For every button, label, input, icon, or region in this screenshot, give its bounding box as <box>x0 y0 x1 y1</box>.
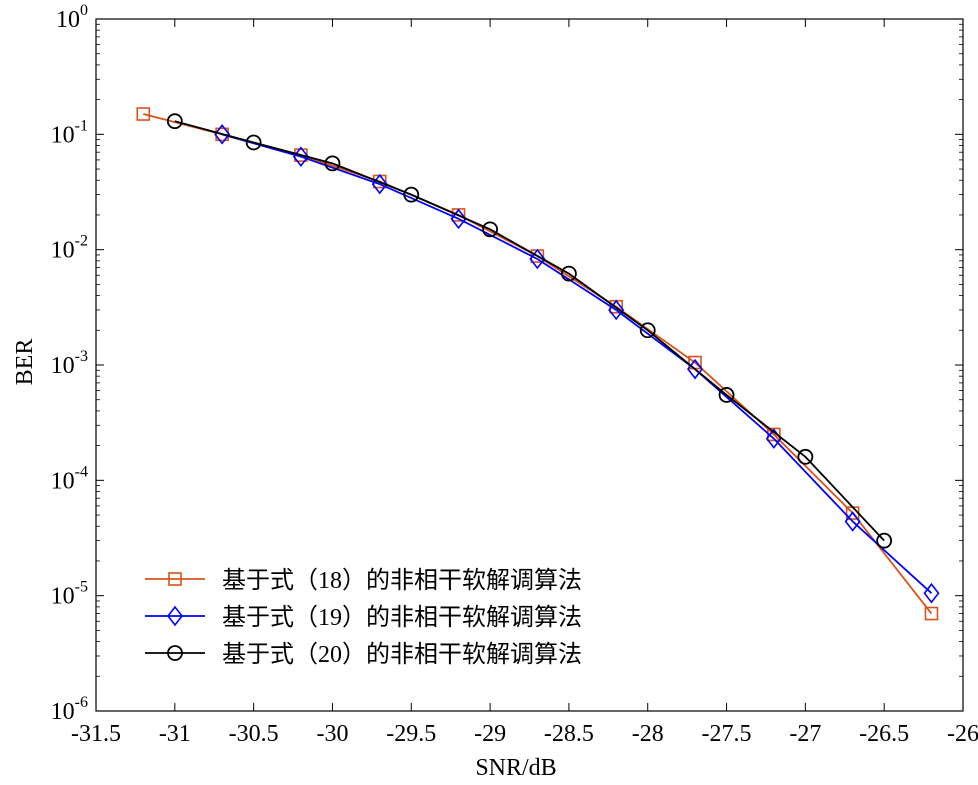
series-3 <box>166 113 893 549</box>
data-point <box>561 265 577 282</box>
x-tick-label: -28.5 <box>544 721 594 747</box>
x-tick-label: -31.5 <box>71 721 121 747</box>
x-tick-label: -28 <box>632 721 664 747</box>
x-tick-label: -26.5 <box>859 721 909 747</box>
series-line <box>143 113 933 615</box>
series-1 <box>136 107 939 621</box>
data-point <box>214 124 231 145</box>
data-point <box>403 186 420 203</box>
x-tick-label: -30.5 <box>229 721 279 747</box>
series-layer <box>136 107 940 621</box>
data-point <box>639 322 656 339</box>
data-point <box>718 387 735 403</box>
legend-entry-2: 基于式（19）的非相干软解调算法 <box>145 604 582 631</box>
data-point <box>844 511 861 532</box>
series-line <box>174 120 885 542</box>
data-point <box>608 299 625 321</box>
legend-entry-1: 基于式（18）的非相干软解调算法 <box>145 567 582 594</box>
data-point <box>245 134 262 151</box>
legend-label: 基于式（18）的非相干软解调算法 <box>222 567 582 594</box>
x-tick-label: -29 <box>474 721 506 747</box>
data-point <box>876 532 893 549</box>
data-point <box>450 208 467 230</box>
y-tick-label: 100 <box>56 2 88 33</box>
x-axis-label: SNR/dB <box>475 755 556 780</box>
data-point <box>482 221 498 238</box>
data-point <box>924 606 939 621</box>
legend-entry-3: 基于式（20）的非相干软解调算法 <box>145 641 582 668</box>
x-tick-label: -27.5 <box>702 721 752 747</box>
data-point <box>529 248 546 270</box>
data-point <box>324 155 341 172</box>
legend: 基于式（18）的非相干软解调算法基于式（19）的非相干软解调算法基于式（20）的… <box>145 567 582 668</box>
y-tick-label: 10-4 <box>51 463 88 494</box>
series-2 <box>214 124 940 604</box>
x-tick-label: -31 <box>159 721 191 747</box>
axes-layer: -31.5 -31 -30.5 -30 -29.5 -29 -28.5 -28 -27.5 -27… <box>51 2 978 747</box>
x-tick-label: -26 <box>947 721 978 747</box>
data-point <box>923 582 940 604</box>
data-point <box>797 448 814 465</box>
x-tick-label: -30 <box>316 721 348 747</box>
legend-marker <box>167 645 183 661</box>
y-tick-label: 10-1 <box>51 117 88 148</box>
y-axis-label: BER <box>12 339 38 386</box>
x-tick-label: -27 <box>789 721 821 747</box>
legend-label: 基于式（20）的非相干软解调算法 <box>222 641 582 668</box>
y-tick-label: 10-2 <box>51 233 88 264</box>
data-point <box>136 107 151 121</box>
series-line <box>221 133 933 594</box>
legend-marker <box>168 572 182 586</box>
y-tick-label: 10-5 <box>51 579 88 610</box>
x-tick-label: -29.5 <box>386 721 436 747</box>
y-tick-label: 10-3 <box>51 348 88 379</box>
legend-label: 基于式（19）的非相干软解调算法 <box>222 604 582 631</box>
data-point <box>166 113 183 130</box>
y-tick-label: 10-6 <box>51 694 88 725</box>
legend-marker <box>166 605 184 627</box>
